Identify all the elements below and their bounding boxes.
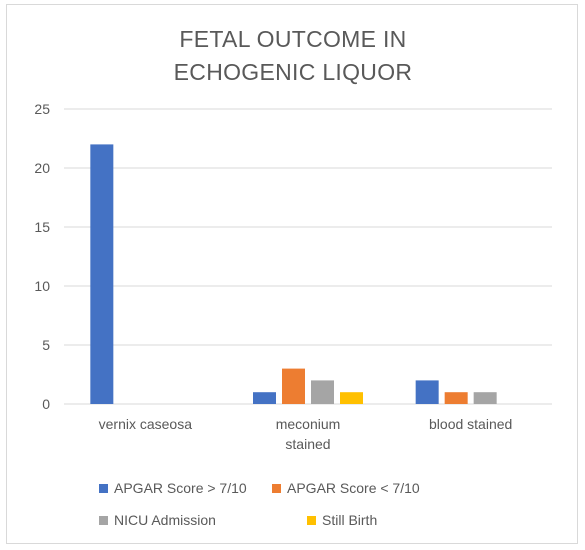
bar (253, 392, 276, 404)
chart-title: FETAL OUTCOME IN ECHOGENIC LIQUOR (7, 23, 579, 89)
x-category-label: stained (285, 436, 330, 452)
y-tick-label: 10 (34, 278, 50, 294)
bar (282, 368, 305, 404)
x-category-label: blood stained (429, 416, 512, 432)
bar (415, 380, 439, 404)
chart-frame: FETAL OUTCOME IN ECHOGENIC LIQUOR 0 5 10 15… (6, 4, 578, 544)
x-category-label: meconium (276, 416, 341, 432)
bar (311, 380, 334, 404)
bar (90, 144, 114, 404)
chart-title-line-1: FETAL OUTCOME IN (179, 26, 407, 52)
bar (473, 392, 497, 404)
y-tick-label: 5 (42, 337, 50, 353)
y-tick-label: 25 (34, 101, 50, 117)
plot-area: 0 5 10 15 20 25 vernix caseosa meconium stained b… (34, 101, 552, 452)
x-category-label: vernix caseosa (99, 416, 193, 432)
y-tick-label: 15 (34, 219, 50, 235)
bar (444, 392, 468, 404)
y-tick-label: 0 (42, 396, 50, 412)
bar (340, 392, 363, 404)
y-tick-label: 20 (34, 160, 50, 176)
chart-title-line-2: ECHOGENIC LIQUOR (173, 59, 413, 85)
